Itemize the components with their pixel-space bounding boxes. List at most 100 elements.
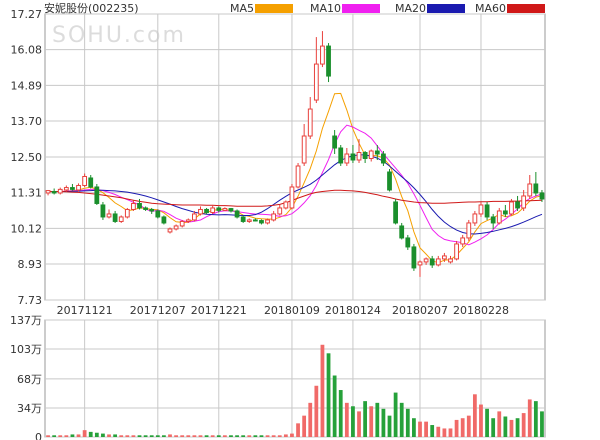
volume-bar: [503, 416, 508, 437]
volume-bar: [412, 418, 416, 437]
candle-body: [411, 246, 417, 269]
candle-body: [368, 150, 374, 159]
volume-bar: [259, 435, 264, 437]
volume-bar: [424, 421, 428, 437]
volume-bar: [222, 435, 227, 437]
volume-bar: [485, 408, 489, 437]
candle-body: [344, 153, 350, 164]
candle: [57, 187, 63, 195]
volume-bar: [174, 435, 178, 437]
chart-header: 安妮股份(002235) SOHU.com: [44, 1, 184, 48]
volume-bar: [88, 431, 93, 437]
volume-bar: [448, 428, 453, 437]
candle-body: [143, 207, 149, 210]
candle: [112, 210, 118, 223]
candle-body: [399, 225, 405, 239]
volume-bar: [235, 435, 239, 437]
candle-body: [301, 135, 307, 164]
candle: [381, 151, 386, 166]
candle-body: [82, 175, 88, 186]
volume-tick-label: 34万: [17, 402, 42, 415]
candle: [496, 207, 502, 225]
legend-swatch-ma5: [255, 4, 293, 13]
candle-body: [381, 153, 386, 164]
price-tick-label: 10.12: [11, 222, 43, 235]
candle: [448, 255, 453, 264]
candle-body: [277, 207, 283, 215]
candle: [240, 215, 246, 223]
candle-body: [283, 201, 289, 209]
candle-body: [307, 108, 313, 137]
candle-body: [161, 216, 167, 224]
volume-bar: [229, 435, 233, 437]
volume-bar: [204, 435, 209, 437]
candle: [283, 200, 289, 210]
volume-bar: [198, 435, 203, 437]
candle-body: [185, 219, 191, 222]
legend-label-ma10: MA10: [310, 2, 341, 15]
candle: [533, 171, 539, 196]
volume-bar: [418, 421, 422, 437]
price-tick-label: 8.93: [18, 258, 43, 271]
candle-body: [442, 255, 447, 260]
candle-body: [490, 216, 496, 224]
date-tick-label: 20180124: [325, 304, 381, 317]
legend-swatch-ma20: [427, 4, 465, 13]
candlesticks: [45, 31, 545, 277]
volume-bar: [442, 428, 447, 437]
candle-body: [405, 237, 411, 248]
date-tick-label: 20171207: [130, 304, 186, 317]
candle-body: [124, 208, 130, 218]
candle-body: [478, 204, 484, 215]
volume-bar: [472, 394, 477, 437]
date-tick-label: 20171221: [191, 304, 247, 317]
candle: [295, 162, 301, 189]
candle: [368, 149, 374, 162]
volume-bar: [430, 425, 435, 437]
volume-bar: [405, 408, 410, 437]
date-tick-label: 20180109: [264, 304, 320, 317]
candle-body: [222, 208, 228, 211]
volume-bar: [283, 434, 288, 437]
candle: [259, 219, 264, 225]
candle-body: [320, 45, 325, 65]
candle: [332, 130, 338, 155]
candle-body: [149, 208, 155, 212]
candle-body: [155, 210, 161, 218]
candle: [143, 206, 149, 211]
candle: [45, 189, 51, 196]
volume-bar: [155, 435, 160, 437]
candle: [442, 252, 447, 262]
volume-bar: [320, 344, 325, 437]
candle: [51, 188, 57, 195]
volume-bar: [344, 402, 349, 437]
price-tick-label: 11.31: [11, 187, 43, 200]
candle-body: [423, 258, 429, 263]
candle-body: [51, 190, 57, 194]
volume-bar: [94, 432, 99, 437]
candle: [472, 210, 478, 226]
volume-bar: [58, 435, 63, 437]
candle: [204, 207, 209, 214]
candle-body: [76, 184, 81, 191]
candle: [271, 210, 277, 222]
volume-tick-label: 103万: [10, 343, 42, 356]
candle-body: [362, 152, 368, 159]
candle-body: [502, 210, 508, 215]
candle: [338, 145, 344, 166]
volume-bars: [46, 344, 544, 437]
volume-bar: [338, 390, 343, 437]
candle-body: [88, 177, 94, 188]
candle-body: [137, 202, 142, 209]
candle-body: [167, 228, 173, 233]
candle: [429, 255, 435, 268]
volume-bar: [265, 435, 270, 437]
candle: [356, 139, 362, 163]
volume-bar: [375, 402, 380, 437]
candle-body: [179, 220, 185, 227]
legend-swatch-ma10: [342, 4, 380, 13]
candle: [509, 198, 514, 216]
volume-bar: [521, 413, 526, 437]
candle-body: [289, 186, 295, 209]
candle-body: [466, 222, 472, 239]
